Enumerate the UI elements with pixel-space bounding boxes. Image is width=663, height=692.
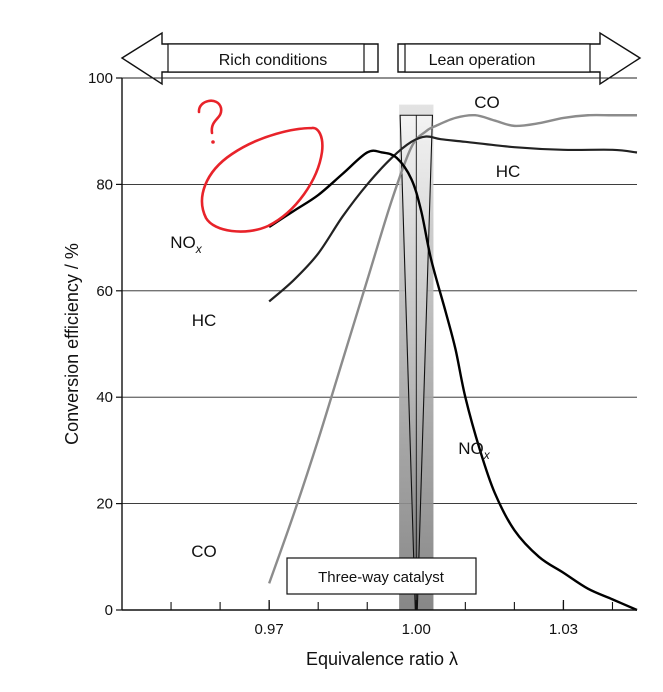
- rich-conditions-label: Rich conditions: [219, 52, 328, 69]
- curve-label-co: CO: [474, 93, 500, 112]
- lean-operation-arrow: Lean operation: [397, 31, 642, 86]
- handwritten-annotation: [197, 99, 324, 233]
- axes: 0 20 40 60 80 100 0.97 1.00 1.03: [88, 70, 637, 638]
- x-tick-label: 0.97: [255, 621, 284, 638]
- y-tick-label: 80: [96, 176, 113, 193]
- subscript-x: x: [195, 242, 203, 256]
- curve-label-nox: NOx: [458, 439, 491, 462]
- curve-label-hc: HC: [192, 311, 217, 330]
- catalyst-label: Three-way catalyst: [318, 569, 445, 586]
- x-axis-label: Equivalence ratio λ: [306, 649, 458, 669]
- catalyst-label-box: Three-way catalyst: [286, 557, 477, 595]
- x-tick-label: 1.00: [402, 621, 431, 638]
- y-tick-label: 100: [88, 70, 113, 87]
- y-axis-label: Conversion efficiency / %: [62, 243, 82, 445]
- data-series: [268, 113, 638, 612]
- curve-label-nox: NOx: [170, 233, 203, 256]
- lean-operation-label: Lean operation: [429, 52, 536, 69]
- y-tick-label: 40: [96, 389, 113, 406]
- x-tick-label: 1.03: [549, 621, 578, 638]
- question-mark-stroke: [197, 99, 223, 135]
- series-line-co: [268, 113, 637, 584]
- curve-label-hc: HC: [496, 162, 521, 181]
- horizontal-gridlines: [122, 77, 637, 505]
- subscript-x: x: [483, 448, 491, 462]
- question-mark-dot: [211, 140, 215, 144]
- y-tick-label: 0: [105, 602, 113, 619]
- catalyst-window: [399, 104, 434, 611]
- curve-labels: CO HC NOx CO HC NOx: [170, 93, 520, 561]
- rich-conditions-arrow: Rich conditions: [120, 31, 379, 86]
- y-tick-label: 20: [96, 496, 113, 513]
- y-tick-label: 60: [96, 283, 113, 300]
- series-line-nox: [268, 149, 638, 612]
- curve-label-co: CO: [191, 542, 217, 561]
- series-line-hc: [268, 135, 638, 303]
- annotation-loop: [200, 126, 324, 233]
